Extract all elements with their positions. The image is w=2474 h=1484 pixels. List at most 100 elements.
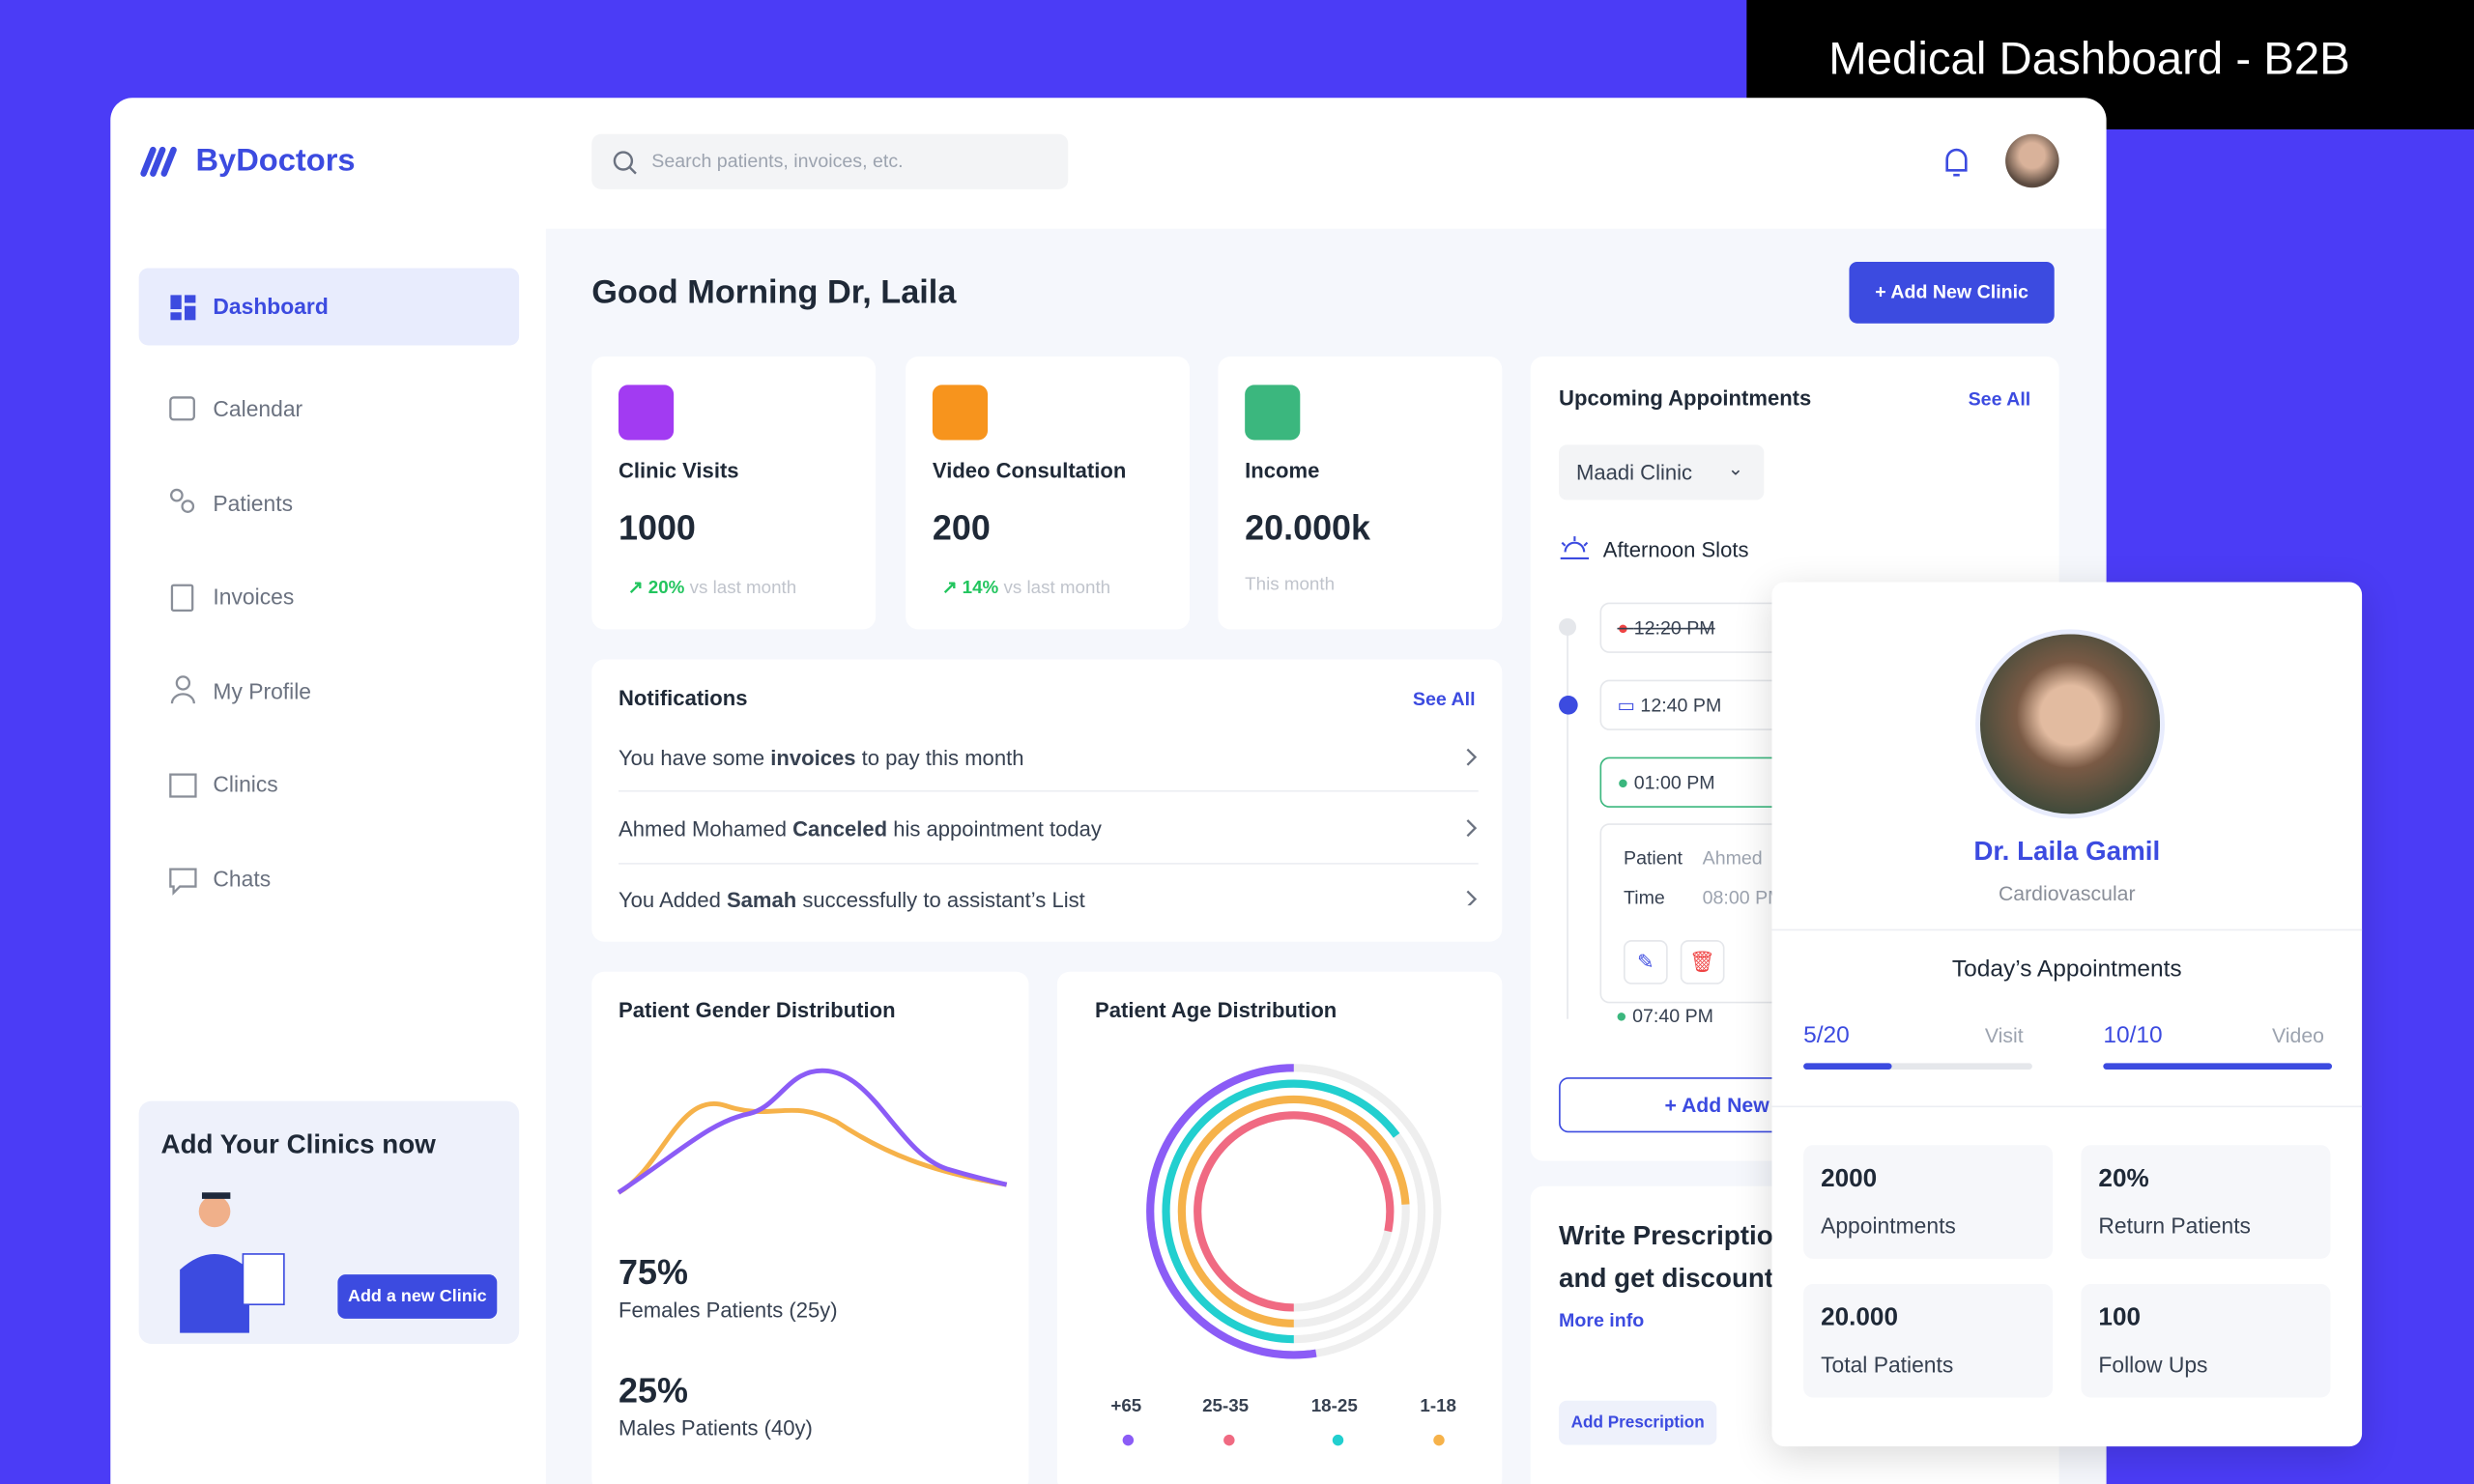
delete-button[interactable]: 🗑 (1680, 940, 1725, 985)
promo-title: Add Your Clinics now (160, 1128, 436, 1159)
stat-card: Income 20.000k This month (1218, 356, 1503, 630)
visit-count: 5/20 (1803, 1021, 1850, 1049)
stat-icon (932, 385, 989, 441)
nav-active-bg[interactable] (138, 268, 520, 346)
stat-change: 14% (962, 579, 999, 598)
see-all[interactable]: See All (1412, 687, 1476, 710)
search-box[interactable]: Search patients, invoices, etc. (591, 133, 1069, 189)
nav-item[interactable]: Invoices (213, 584, 295, 610)
visit-track (1803, 1063, 2032, 1070)
detail-label: Patient (1623, 846, 1683, 870)
video-progress (2103, 1063, 2333, 1070)
timeline-dot (1559, 696, 1578, 715)
stat-value: 20.000k (1245, 507, 1371, 548)
stat-note: This month (1245, 575, 1336, 595)
stat-value: 20% (2098, 1165, 2149, 1193)
slot-time: 07:40 PM (1632, 1005, 1714, 1027)
stat-value: 2000 (1821, 1165, 1878, 1193)
separator (1771, 928, 2363, 931)
stat-label: Income (1245, 459, 1320, 483)
button-label: + Add New (1664, 1093, 1769, 1117)
bell-icon[interactable] (1941, 145, 1972, 180)
profile-stat: 2000 Appointments (1803, 1145, 2054, 1259)
timeline (1567, 624, 1568, 1019)
detail-value: 08:00 PM (1702, 886, 1784, 909)
banner-title: Medical Dashboard - B2B (1828, 34, 2350, 86)
promo-button[interactable]: Add a new Clinic (337, 1274, 498, 1319)
add-prescription-button[interactable]: Add Prescription (1559, 1400, 1717, 1445)
text: successfully to assistant’s List (796, 888, 1085, 912)
promo-card: Add Your Clinics now Add a new Clinic (138, 1100, 520, 1345)
add-clinic-button[interactable]: + Add New Clinic (1849, 262, 2055, 324)
visit-progress (1803, 1063, 1892, 1070)
age-group: 18-25 (1310, 1397, 1358, 1417)
profile-name: Dr. Laila Gamil (1973, 836, 2161, 867)
nav-item[interactable]: Clinics (213, 771, 278, 797)
nav-icon (170, 295, 196, 321)
stat-icon (1245, 385, 1301, 441)
card-title: Upcoming Appointments (1559, 385, 1812, 411)
stat-card: Clinic Visits 1000 ↗ 20% vs last month (591, 356, 877, 630)
dropdown-caret: ⌄ (1727, 457, 1744, 480)
gender-curves (617, 1068, 1008, 1195)
profile-stat: 20.000 Total Patients (1803, 1283, 2054, 1398)
slot-time: 12:40 PM (1640, 694, 1722, 717)
slot-time: 01:00 PM (1633, 771, 1715, 794)
sun-icon (1560, 536, 1590, 560)
stat-label: Follow Ups (2098, 1352, 2208, 1378)
more-info[interactable]: More info (1559, 1309, 1645, 1331)
clinic-select[interactable]: Maadi Clinic ⌄ (1559, 444, 1765, 500)
logo-icon (140, 146, 177, 177)
slots-title: Afternoon Slots (1602, 537, 1749, 562)
detail-label: Time (1623, 886, 1665, 909)
profile-stat: 20% Return Patients (2081, 1145, 2331, 1259)
gender-label: Females Patients (25y) (618, 1298, 838, 1323)
nav-item[interactable]: Calendar (213, 395, 303, 421)
card-title: Patient Age Distribution (1095, 998, 1338, 1022)
search-icon (613, 151, 637, 175)
text: You Added (618, 888, 727, 912)
see-all[interactable]: See All (1968, 387, 2031, 411)
prescription-title: and get discount (1559, 1263, 1774, 1294)
nav-item[interactable]: My Profile (213, 678, 312, 704)
stat-note: vs last month (689, 579, 797, 598)
stat-icon (618, 385, 675, 441)
chevrons (1466, 748, 1478, 906)
age-dots (1122, 1434, 1445, 1446)
age-card: Patient Age Distribution +65 25-35 18-25… (1056, 971, 1503, 1484)
age-group: 1-18 (1420, 1397, 1456, 1417)
notification[interactable]: Ahmed Mohamed Canceled his appointment t… (618, 817, 1102, 841)
profile-popup: Dr. Laila Gamil Cardiovascular Today’s A… (1771, 582, 2363, 1447)
card-title: Notifications (618, 686, 748, 710)
gender-value: 75% (618, 1252, 688, 1293)
video-count: 10/10 (2103, 1021, 2163, 1049)
stat-note: vs last month (1003, 579, 1111, 598)
age-group: +65 (1110, 1397, 1142, 1417)
edit-button[interactable]: ✎ (1623, 940, 1668, 985)
stat-value: 20.000 (1821, 1304, 1898, 1331)
user-avatar[interactable] (2005, 133, 2059, 188)
stat-value: 100 (2098, 1304, 2142, 1331)
prescription-title: Write Prescription (1559, 1220, 1790, 1251)
text-bold: Samah (726, 888, 797, 912)
stat-label: Clinic Visits (618, 459, 739, 483)
notifications-card: Notifications See All You have some invo… (591, 659, 1503, 942)
profile-stat: 100 Follow Ups (2081, 1283, 2331, 1398)
notification[interactable]: You have some invoices to pay this month (618, 746, 1023, 769)
stat-value: 200 (932, 507, 991, 548)
text: Ahmed Mohamed (618, 816, 793, 842)
nav-item[interactable]: Dashboard (213, 293, 329, 319)
age-rings (1146, 1064, 1442, 1359)
nav-item[interactable]: Patients (213, 490, 294, 516)
today-title: Today’s Appointments (1951, 956, 2182, 984)
separator (1771, 1105, 2363, 1108)
age-group: 25-35 (1202, 1397, 1250, 1417)
notification[interactable]: You Added Samah successfully to assistan… (618, 888, 1085, 911)
stat-label: Video Consultation (932, 459, 1127, 483)
nav-item[interactable]: Chats (213, 866, 272, 892)
stat-change: 20% (647, 579, 685, 598)
gender-label: Males Patients (40y) (618, 1416, 813, 1441)
stat-label: Total Patients (1821, 1352, 1954, 1378)
